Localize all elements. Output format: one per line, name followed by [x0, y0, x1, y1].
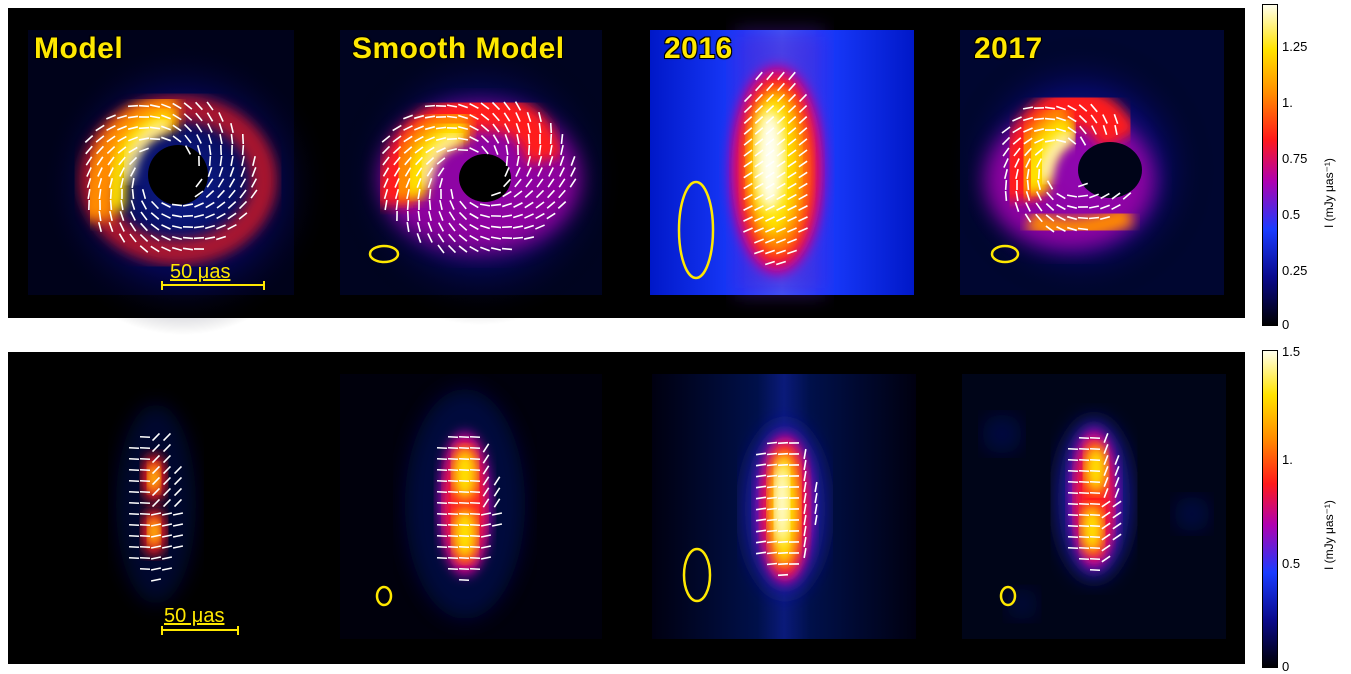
panel-label-2016: 2016	[664, 34, 733, 64]
model-image-bottom	[28, 374, 294, 639]
polarization-tick	[767, 520, 777, 521]
scale-bar-label: 50 μas	[170, 262, 230, 282]
colorbar-tick: 1.	[1282, 453, 1293, 466]
polarization-tick	[778, 487, 788, 488]
polarization-tick	[778, 476, 788, 477]
polarization-tick	[1028, 180, 1029, 190]
polarization-tick	[111, 200, 112, 210]
colorbar-title: I (mJy μas⁻¹)	[1322, 158, 1336, 228]
polarization-tick	[502, 249, 512, 250]
polarization-tick	[778, 575, 788, 576]
polarization-tick	[767, 454, 777, 455]
polarization-tick	[767, 542, 777, 543]
polarization-tick	[139, 106, 149, 107]
panel-label-2017: 2017	[974, 34, 1043, 64]
colorbar-tick: 0.5	[1282, 208, 1300, 221]
polarization-tick	[767, 465, 777, 466]
polarization-tick	[778, 465, 788, 466]
polarization-tick	[1006, 180, 1007, 190]
colorbar-tick: 0.75	[1282, 152, 1307, 165]
smooth-model-image-top	[340, 30, 602, 295]
polarization-tick	[1039, 169, 1040, 179]
polarization-tick	[778, 520, 788, 521]
polarization-tick	[150, 139, 160, 140]
image-2016-top	[650, 30, 914, 295]
panel-label-model: Model	[34, 34, 123, 64]
polarization-tick	[767, 476, 777, 477]
polarization-tick	[551, 123, 552, 133]
polarization-tick	[507, 156, 508, 166]
polarization-tick	[430, 200, 431, 210]
polarization-tick	[778, 531, 788, 532]
colorbar-tick: 1.	[1282, 96, 1293, 109]
polarization-tick	[183, 238, 193, 239]
image-2017-top	[960, 30, 1224, 295]
polarization-tick	[778, 542, 788, 543]
polarization-tick	[210, 156, 211, 166]
polarization-tick	[1089, 217, 1099, 218]
polarization-tick	[408, 200, 409, 210]
polarization-tick	[1006, 191, 1007, 201]
polarization-tick	[1045, 119, 1055, 120]
colorbar-tick: 0	[1282, 318, 1289, 331]
polarization-tick	[767, 553, 777, 554]
scale-bar-label: 50 μas	[164, 606, 224, 626]
image-2016-bottom	[652, 374, 916, 639]
panel-label-smooth-model: Smooth Model	[352, 34, 565, 64]
colorbar-tick: 1.5	[1282, 345, 1300, 358]
polarization-tick	[231, 134, 232, 144]
colorbar-tick: 0	[1282, 660, 1289, 673]
polarization-tick	[502, 227, 512, 228]
polarization-tick	[128, 106, 138, 107]
polarization-tick	[1078, 218, 1088, 219]
colorbar-title: I (mJy μas⁻¹)	[1322, 500, 1336, 570]
polarization-tick	[529, 134, 530, 144]
polarization-tick	[778, 564, 788, 565]
polarization-tick	[767, 564, 777, 565]
polarization-tick	[139, 128, 149, 129]
polarization-tick	[767, 531, 777, 532]
polarization-tick	[767, 498, 777, 499]
polarization-tick	[172, 204, 182, 205]
colorbar-bottom	[1262, 350, 1278, 668]
polarization-tick	[458, 150, 468, 151]
polarization-tick	[767, 509, 777, 510]
polarization-tick	[447, 139, 457, 140]
colorbar-tick: 1.25	[1282, 40, 1307, 53]
polarization-tick	[561, 134, 562, 144]
colorbar-tick: 0.5	[1282, 557, 1300, 570]
colorbar-top	[1262, 4, 1278, 326]
polarization-tick	[194, 238, 204, 239]
polarization-tick	[425, 106, 435, 107]
polarization-tick	[551, 134, 552, 144]
polarization-tick	[778, 553, 788, 554]
image-2017-bottom	[962, 374, 1226, 639]
polarization-tick	[243, 145, 244, 155]
polarization-tick	[491, 204, 501, 205]
polarization-tick	[778, 454, 788, 455]
scale-bar	[160, 626, 240, 636]
polarization-tick	[778, 443, 788, 444]
polarization-tick	[529, 145, 530, 155]
polarization-tick	[778, 509, 788, 510]
polarization-tick	[111, 189, 112, 199]
polarization-tick	[183, 216, 193, 217]
polarization-tick	[1034, 118, 1044, 119]
polarization-tick	[767, 487, 777, 488]
polarization-tick	[133, 189, 134, 199]
colorbar-tick: 0.25	[1282, 264, 1307, 277]
polarization-tick	[429, 189, 430, 199]
polarization-tick	[767, 443, 777, 444]
polarization-tick	[778, 498, 788, 499]
smooth-model-image-bottom	[340, 374, 602, 639]
model-image-top	[28, 30, 294, 295]
polarization-tick	[513, 238, 523, 239]
